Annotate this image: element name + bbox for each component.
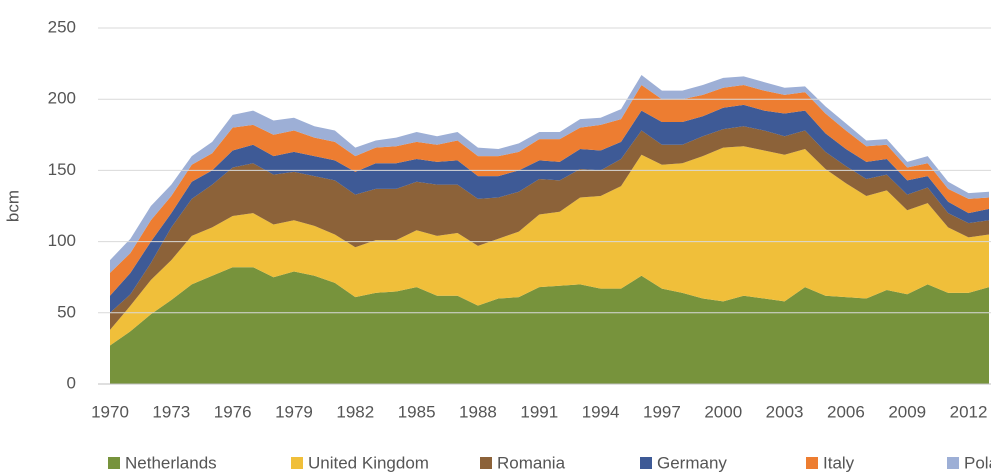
y-tick-label: 250 <box>48 17 76 36</box>
y-tick-label: 50 <box>57 302 76 321</box>
legend-swatch <box>947 457 959 469</box>
y-tick-label: 150 <box>48 160 76 179</box>
x-tick-label: 1979 <box>275 402 313 421</box>
area <box>110 146 989 346</box>
x-tick-label: 2003 <box>766 402 804 421</box>
legend-label: Poland <box>964 453 991 472</box>
legend-label: Romania <box>497 453 566 472</box>
x-tick-label: 1985 <box>398 402 436 421</box>
y-tick-label: 0 <box>67 373 76 392</box>
legend-label: United Kingdom <box>308 453 429 472</box>
y-tick-label: 100 <box>48 231 76 250</box>
legend-label: Italy <box>823 453 855 472</box>
legend-label: Netherlands <box>125 453 217 472</box>
x-tick-label: 2012 <box>950 402 988 421</box>
x-tick-label: 1991 <box>520 402 558 421</box>
x-tick-label: 1976 <box>214 402 252 421</box>
x-tick-label: 2006 <box>827 402 865 421</box>
legend-swatch <box>640 457 652 469</box>
x-tick-label: 1970 <box>91 402 129 421</box>
legend-swatch <box>480 457 492 469</box>
legend-swatch <box>291 457 303 469</box>
x-tick-label: 1982 <box>336 402 374 421</box>
y-tick-label: 200 <box>48 89 76 108</box>
y-axis-label: bcm <box>3 190 22 222</box>
x-tick-label: 1988 <box>459 402 497 421</box>
legend-label: Germany <box>657 453 727 472</box>
legend-swatch <box>108 457 120 469</box>
x-tick-label: 1973 <box>152 402 190 421</box>
legend-swatch <box>806 457 818 469</box>
x-tick-label: 2009 <box>888 402 926 421</box>
x-tick-label: 1997 <box>643 402 681 421</box>
x-tick-label: 1994 <box>582 402 620 421</box>
area <box>110 267 989 384</box>
x-tick-label: 2000 <box>704 402 742 421</box>
